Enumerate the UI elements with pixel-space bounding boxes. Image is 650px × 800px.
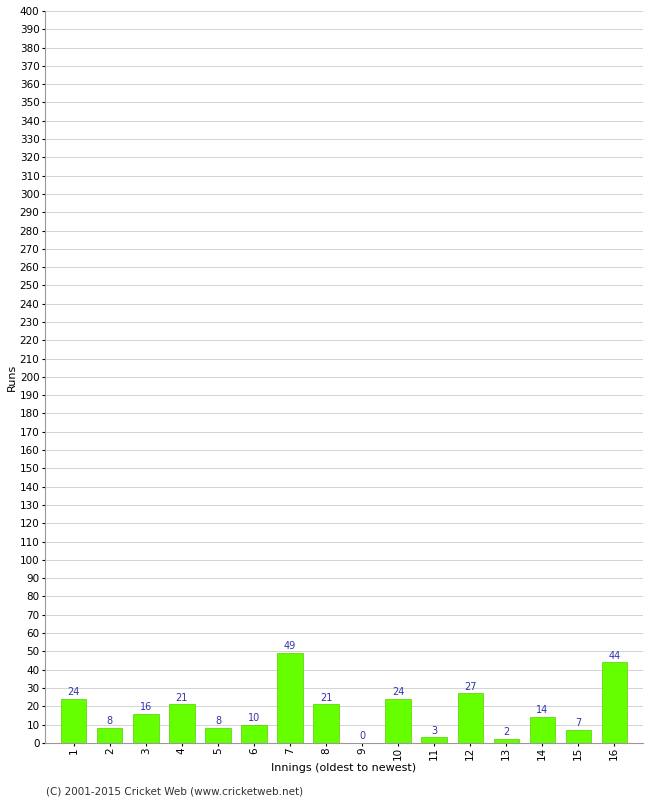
Bar [278,654,303,743]
Text: 24: 24 [68,687,80,697]
Text: 8: 8 [107,716,113,726]
Text: 24: 24 [392,687,404,697]
Bar [493,739,519,743]
Text: 7: 7 [575,718,581,728]
Text: 49: 49 [284,642,296,651]
Bar [98,728,122,743]
Text: 2: 2 [503,727,510,738]
Bar [530,718,555,743]
Bar [458,694,483,743]
Text: 44: 44 [608,650,620,661]
Text: 21: 21 [176,693,188,702]
Text: 16: 16 [140,702,152,712]
Text: 8: 8 [215,716,221,726]
Text: 10: 10 [248,713,260,722]
Bar [421,738,447,743]
Text: (C) 2001-2015 Cricket Web (www.cricketweb.net): (C) 2001-2015 Cricket Web (www.cricketwe… [46,786,303,796]
Text: 0: 0 [359,731,365,741]
Text: 21: 21 [320,693,332,702]
Y-axis label: Runs: Runs [7,363,17,390]
Bar [385,699,411,743]
Text: 3: 3 [431,726,437,735]
Bar [205,728,231,743]
Bar [602,662,627,743]
Text: 14: 14 [536,706,549,715]
X-axis label: Innings (oldest to newest): Innings (oldest to newest) [272,763,417,773]
Bar [566,730,591,743]
Bar [241,725,266,743]
Bar [169,705,194,743]
Bar [313,705,339,743]
Bar [61,699,86,743]
Bar [133,714,159,743]
Text: 27: 27 [464,682,476,692]
